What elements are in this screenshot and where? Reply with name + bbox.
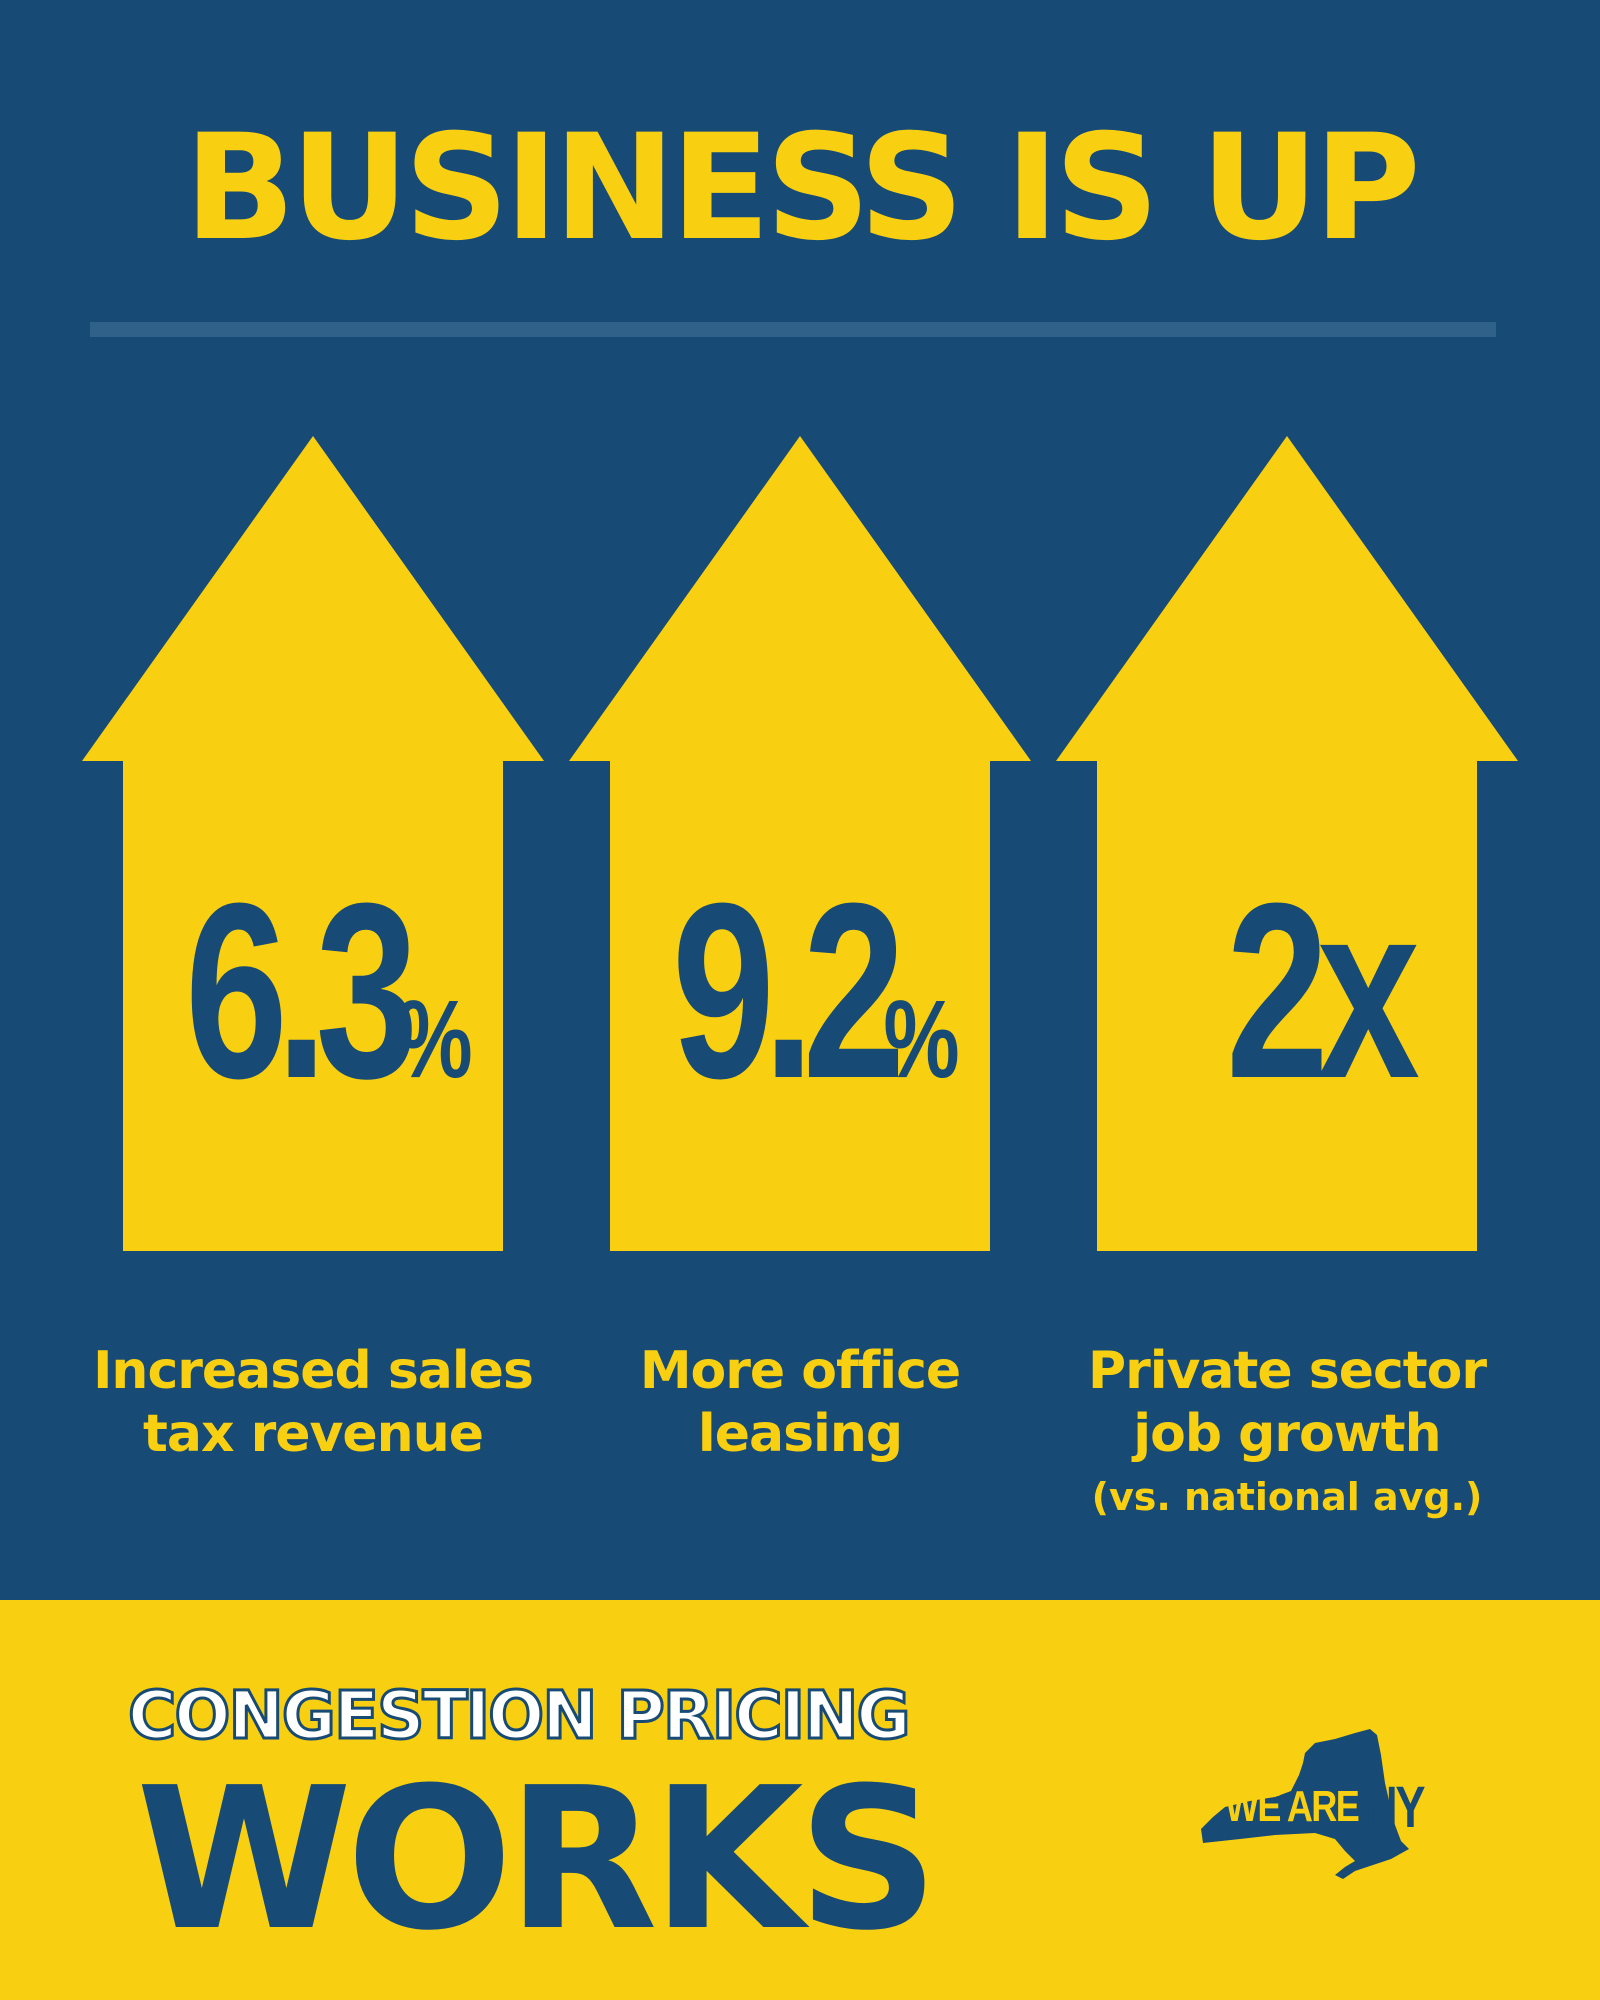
footer-tagline: CONGESTION PRICING	[127, 1677, 913, 1754]
stat-value: 2x	[1056, 866, 1518, 1116]
caption-line: leasing	[697, 1404, 903, 1464]
caption-line: More office	[639, 1341, 961, 1401]
stat-suffix: %	[883, 978, 959, 1101]
stat-arrow-job-growth: 2x	[1056, 436, 1518, 1251]
stat-arrow-office-leasing: 9.2%	[569, 436, 1031, 1251]
footer-emphasis: WORKS	[136, 1746, 939, 1974]
stat-number: 2x	[1225, 851, 1420, 1130]
stat-suffix: %	[396, 978, 472, 1101]
stat-number: 9.2	[672, 851, 905, 1130]
stat-arrow-sales-tax: 6.3%	[82, 436, 544, 1251]
caption-line: job growth	[1133, 1404, 1441, 1464]
caption-line: tax revenue	[143, 1404, 484, 1464]
up-arrow-icon	[1056, 436, 1518, 1251]
up-arrow-icon	[82, 436, 544, 1251]
stat-value: 9.2%	[569, 866, 1031, 1116]
caption-line: Increased sales	[93, 1341, 534, 1401]
logo-text-we-are: WE ARE	[1225, 1782, 1360, 1831]
divider	[90, 322, 1496, 337]
stat-caption-job-growth: Private sector job growth (vs. national …	[1047, 1340, 1527, 1522]
we-are-ny-logo: WE ARE NY	[1195, 1725, 1445, 1885]
up-arrow-icon	[569, 436, 1031, 1251]
stat-value: 6.3%	[82, 866, 544, 1116]
new-york-state-map-icon	[1201, 1729, 1409, 1879]
stat-caption-sales-tax: Increased sales tax revenue	[73, 1340, 553, 1466]
headline: BUSINESS IS UP	[184, 103, 1421, 273]
caption-line: Private sector	[1087, 1341, 1487, 1401]
caption-note: (vs. national avg.)	[1091, 1475, 1483, 1519]
stat-number: 6.3	[185, 851, 418, 1130]
stat-caption-office-leasing: More office leasing	[560, 1340, 1040, 1466]
logo-text-ny: NY	[1365, 1775, 1425, 1840]
